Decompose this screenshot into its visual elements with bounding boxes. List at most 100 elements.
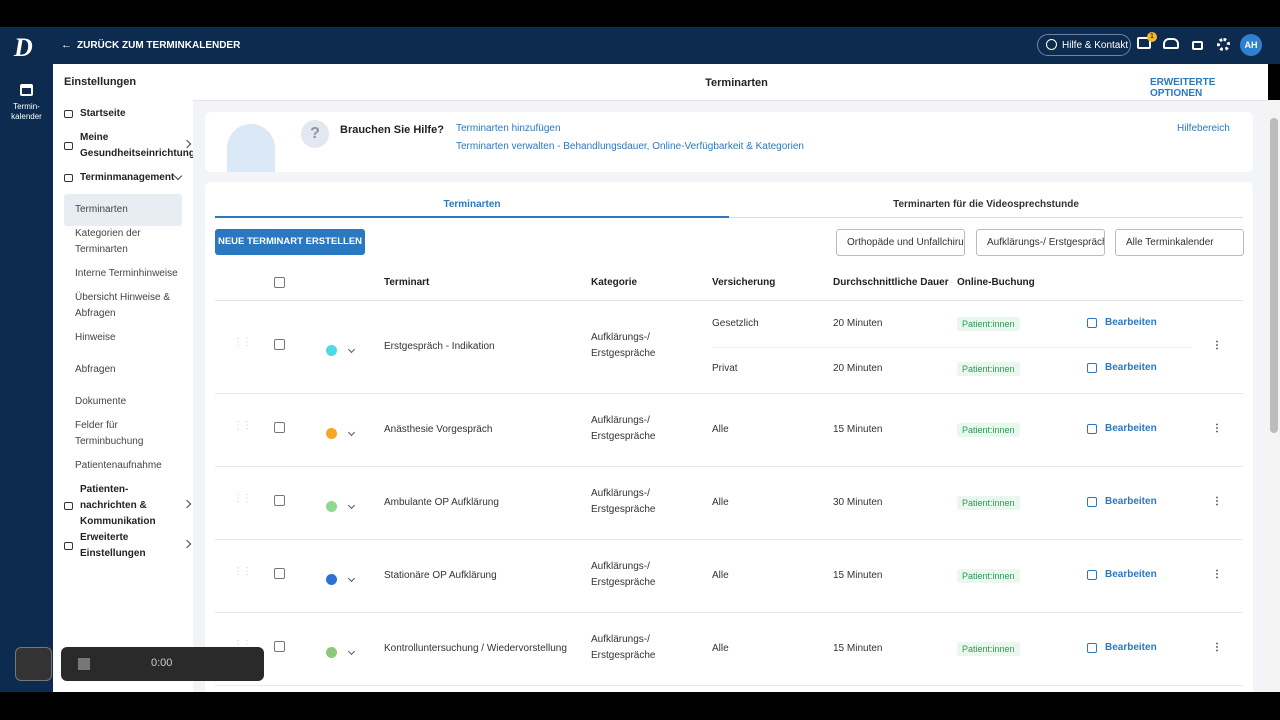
row-divider <box>215 685 1243 686</box>
edit-icon[interactable] <box>1087 496 1097 507</box>
sidebar-title: Einstellungen <box>64 76 137 88</box>
menu-item[interactable]: Terminmanagement <box>53 162 193 194</box>
tab-indicator <box>215 216 729 218</box>
chevron <box>173 171 183 181</box>
back-link[interactable]: ZURÜCK ZUM TERMINKALENDER <box>77 40 241 51</box>
drag-handle[interactable]: ⋮⋮ <box>233 419 252 431</box>
more-menu[interactable]: ⋮ <box>1212 422 1222 434</box>
edit-link[interactable]: Bearbeiten <box>1105 568 1157 580</box>
color-dot[interactable] <box>326 646 337 658</box>
checkbox[interactable] <box>274 421 285 433</box>
menu-label: Übersicht Hinweise & Abfragen <box>75 292 171 319</box>
edit-link[interactable]: Bearbeiten <box>1105 422 1157 434</box>
edit-icon[interactable] <box>1087 569 1097 580</box>
menu-item[interactable]: Patienten-nachrichten & Kommunikation <box>53 482 193 530</box>
insurance: Alle <box>712 496 729 508</box>
color-dot[interactable] <box>326 427 337 439</box>
page-header: Terminarten ERWEITERTE OPTIONEN <box>193 64 1268 101</box>
category: Aufklärungs-/ Erstgespräche <box>591 332 656 359</box>
settings-icon[interactable] <box>1217 38 1230 51</box>
edit-link[interactable]: Bearbeiten <box>1105 641 1157 653</box>
chevron[interactable] <box>347 428 356 436</box>
help-link[interactable]: Terminarten verwalten - Behandlungsdauer… <box>456 141 804 152</box>
menu-label: Kategorien der Terminarten <box>75 228 141 255</box>
calendar-icon[interactable] <box>20 84 33 96</box>
scroll-thumb[interactable] <box>1270 118 1278 433</box>
color-dot[interactable] <box>326 500 337 512</box>
drag-handle[interactable]: ⋮⋮ <box>233 337 252 348</box>
row-divider <box>215 612 1243 613</box>
color-dot[interactable] <box>326 345 337 356</box>
menu-item[interactable]: Hinweise <box>53 322 193 354</box>
back-arrow[interactable]: ← <box>61 39 72 51</box>
checkbox[interactable] <box>274 277 285 288</box>
menu-item[interactable]: Übersicht Hinweise & Abfragen <box>53 290 193 322</box>
chevron[interactable] <box>347 574 356 582</box>
checkbox[interactable] <box>274 339 285 350</box>
help-button[interactable]: Hilfe & Kontakt <box>1037 34 1131 56</box>
edit-link[interactable]: Bearbeiten <box>1105 362 1157 373</box>
menu-label: Meine Gesundheitseinrichtung <box>80 132 193 159</box>
lock-icon[interactable] <box>1192 41 1203 50</box>
edit-icon[interactable] <box>1087 363 1097 373</box>
edit-icon[interactable] <box>1087 642 1097 653</box>
checkbox[interactable] <box>274 494 285 506</box>
insurance: Alle <box>712 642 729 654</box>
question-icon: ? <box>301 120 329 148</box>
tab[interactable]: Terminarten für die Videosprechstunde <box>893 199 1079 210</box>
menu-item[interactable]: Interne Terminhinweise <box>53 258 193 290</box>
checkbox[interactable] <box>274 567 285 579</box>
announcement-icon[interactable] <box>1137 37 1151 49</box>
scrollbar[interactable] <box>1268 100 1280 692</box>
more-menu[interactable]: ⋮ <box>1212 495 1222 507</box>
logo[interactable]: D <box>14 33 33 62</box>
column-header: Online-Buchung <box>957 277 1035 288</box>
filter-select[interactable]: Aufklärungs-/ Erstgespräche <box>976 229 1105 256</box>
menu-label: Abfragen <box>75 364 116 375</box>
team-icon[interactable] <box>1163 38 1179 49</box>
menu-item[interactable]: Kategorien der Terminarten <box>53 226 193 258</box>
menu-item[interactable]: Startseite <box>53 98 193 130</box>
chevron[interactable] <box>347 345 356 354</box>
more-menu[interactable]: ⋮ <box>1212 340 1222 351</box>
drag-handle[interactable]: ⋮⋮ <box>233 638 252 650</box>
drag-handle[interactable]: ⋮⋮ <box>233 565 252 577</box>
more-menu[interactable]: ⋮ <box>1212 641 1222 653</box>
help-link[interactable]: Terminarten hinzufügen <box>456 123 561 134</box>
options-link[interactable]: ERWEITERTE OPTIONEN <box>1150 77 1216 99</box>
menu-item[interactable]: Erweiterte Einstellungen <box>53 530 193 562</box>
help-label: Hilfe & Kontakt <box>1062 39 1129 51</box>
recorder: 0:00 <box>61 647 264 681</box>
edit-icon[interactable] <box>1087 318 1097 328</box>
menu-item[interactable]: Patientenaufnahme <box>53 450 193 482</box>
page-title: Terminarten <box>705 77 768 89</box>
edit-link[interactable]: Bearbeiten <box>1105 317 1157 328</box>
avatar[interactable]: AH <box>1240 34 1262 56</box>
menu-item[interactable]: Felder für Terminbuchung <box>53 418 193 450</box>
menu-item[interactable]: Meine Gesundheitseinrichtung <box>53 130 193 162</box>
checkbox[interactable] <box>274 640 285 652</box>
filter-select[interactable]: Orthopäde und Unfallchirurgie <box>836 229 965 256</box>
rail-label[interactable]: Termin-kalender <box>0 102 53 122</box>
color-dot[interactable] <box>326 573 337 585</box>
chevron[interactable] <box>347 501 356 509</box>
chevron[interactable] <box>347 647 356 655</box>
edit-link[interactable]: Bearbeiten <box>1105 495 1157 507</box>
tab-active[interactable]: Terminarten <box>443 199 501 210</box>
menu-label: Startseite <box>80 108 126 119</box>
edit-icon[interactable] <box>1087 423 1097 434</box>
online-booking: Patient:innen <box>957 641 1020 656</box>
rail-label-line: kalender <box>11 112 42 121</box>
filter-select[interactable]: Alle Terminkalender <box>1115 229 1244 256</box>
menu-item[interactable]: Dokumente <box>53 386 193 418</box>
insurance: Alle <box>712 423 729 435</box>
camera-button[interactable] <box>15 647 52 681</box>
menu-item[interactable]: Terminarten <box>64 194 182 226</box>
menu-item[interactable]: Abfragen <box>53 354 193 386</box>
drag-handle[interactable]: ⋮⋮ <box>233 492 252 504</box>
help-area-link[interactable]: Hilfebereich <box>1177 123 1230 134</box>
stop-button[interactable] <box>78 658 90 670</box>
create-button[interactable]: NEUE TERMINART ERSTELLEN <box>215 229 365 255</box>
menu-label: Patientenaufnahme <box>75 460 162 471</box>
more-menu[interactable]: ⋮ <box>1212 568 1222 580</box>
